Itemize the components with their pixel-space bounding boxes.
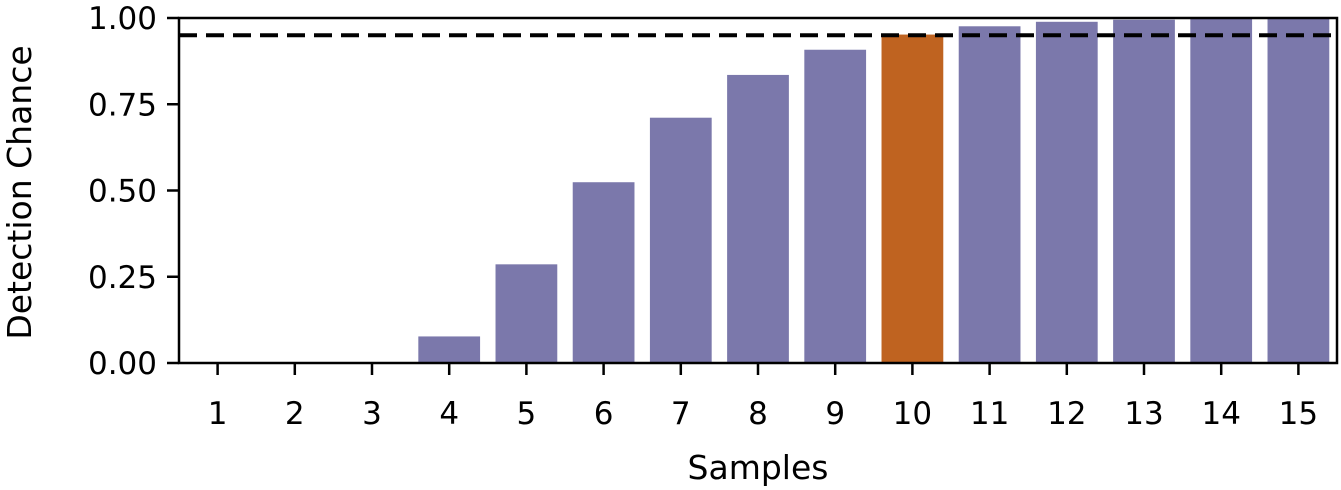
x-tick-label: 11 xyxy=(970,396,1009,432)
bar-15 xyxy=(1267,18,1330,363)
x-tick-label: 6 xyxy=(594,396,614,432)
bar-6 xyxy=(572,182,635,363)
x-tick-label: 3 xyxy=(362,396,382,432)
x-tick-label: 5 xyxy=(517,396,537,432)
bar-11 xyxy=(958,26,1021,364)
x-tick-label: 4 xyxy=(439,396,459,432)
bar-8 xyxy=(727,74,789,364)
bar-10 xyxy=(881,34,944,364)
x-tick-label: 2 xyxy=(285,396,305,432)
bar-9 xyxy=(804,49,867,364)
x-axis-label: Samples xyxy=(688,448,829,487)
y-ticks: 0.00 0.25 0.50 0.75 1.00 xyxy=(88,1,179,382)
y-tick-label: 0.75 xyxy=(88,87,157,123)
x-tick-label: 12 xyxy=(1047,396,1086,432)
x-ticks: 1 2 3 4 5 6 7 8 9 10 11 12 13 14 15 xyxy=(208,363,1318,432)
bar-13 xyxy=(1113,19,1175,363)
y-tick-label: 0.00 xyxy=(88,346,157,382)
bar-4 xyxy=(418,336,481,363)
x-tick-label: 13 xyxy=(1124,396,1163,432)
plot-frame xyxy=(177,16,1339,365)
bars xyxy=(418,18,1330,364)
x-tick-label: 10 xyxy=(893,396,932,432)
x-tick-label: 8 xyxy=(748,396,768,432)
y-tick-label: 1.00 xyxy=(88,1,157,37)
x-tick-label: 15 xyxy=(1279,396,1318,432)
x-tick-label: 14 xyxy=(1201,396,1240,432)
y-tick-label: 0.50 xyxy=(88,174,157,210)
bar-5 xyxy=(495,264,558,363)
bar-14 xyxy=(1190,18,1253,363)
y-tick-label: 0.25 xyxy=(88,260,157,296)
bar-7 xyxy=(649,117,712,363)
x-tick-label: 9 xyxy=(825,396,845,432)
y-axis-label: Detection Chance xyxy=(0,45,39,339)
x-tick-label: 1 xyxy=(208,396,228,432)
bar-12 xyxy=(1035,21,1098,363)
x-tick-label: 7 xyxy=(671,396,691,432)
